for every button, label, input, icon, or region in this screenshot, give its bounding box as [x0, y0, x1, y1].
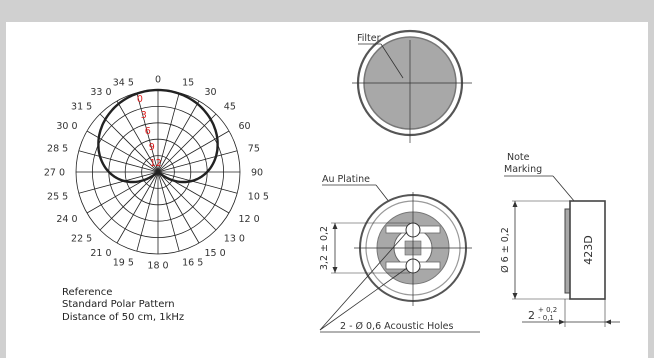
polar-angle-label: 19 5	[113, 257, 134, 268]
polar-angle-label: 18 0	[147, 261, 168, 272]
holes-leader-top	[319, 231, 408, 331]
platine-dim-arrows	[332, 223, 338, 273]
polar-spoke	[136, 92, 159, 173]
platine-view: Au Platine 3,2 ± 0,2 2 - Ø 0,6	[319, 174, 480, 333]
polar-angle-label: 31 5	[71, 102, 92, 113]
polar-angle-label: 30	[205, 87, 217, 98]
polar-db-labels: 0 3 6 9 12	[137, 94, 162, 169]
polar-db-label: 0	[137, 94, 143, 105]
polar-spoke	[78, 150, 159, 173]
polar-angle-label: 75	[248, 143, 260, 154]
frame-left-bar	[0, 22, 6, 358]
polar-angle-label: 13 0	[224, 233, 245, 244]
frame-top-bar	[0, 0, 654, 22]
polar-angle-label: 30 0	[56, 121, 77, 132]
platine-label: Au Platine	[322, 174, 370, 185]
polar-spoke	[157, 171, 217, 231]
polar-angle-label: 0	[155, 75, 161, 86]
polar-db-label: 6	[145, 126, 151, 137]
polar-angle-label: 16 5	[182, 257, 203, 268]
polar-spoke	[157, 171, 180, 252]
polar-spoke	[157, 100, 200, 173]
platine-height-dimension: 3,2 ± 0,2	[319, 226, 330, 270]
polar-spoke	[78, 171, 159, 194]
polar-db-label: 12	[150, 158, 162, 169]
polar-spoke	[157, 150, 238, 173]
polar-spoke	[157, 92, 180, 173]
polar-spoke	[136, 171, 159, 252]
polar-angle-label: 12 0	[239, 214, 260, 225]
polar-spoke	[157, 130, 230, 173]
polar-db-label: 3	[141, 110, 147, 121]
thickness-tolerance-upper: + 0,2	[538, 306, 557, 314]
holes-leader-bottom	[319, 267, 408, 331]
cardioid-pattern-line	[97, 88, 219, 184]
marking-label: Marking	[504, 164, 542, 175]
marking-text: 423D	[582, 235, 595, 264]
polar-spoke	[116, 171, 159, 244]
polar-angle-label: 15 0	[205, 248, 226, 259]
polar-caption-distance: Distance of 50 cm, 1kHz	[62, 312, 184, 323]
polar-spoke	[99, 113, 159, 173]
polar-spoke	[157, 171, 238, 194]
polar-angle-label: 22 5	[71, 233, 92, 244]
side-body	[569, 200, 606, 300]
thickness-dimension: 2	[528, 309, 535, 322]
polar-angle-label: 28 5	[47, 143, 68, 154]
polar-spoke	[116, 100, 159, 173]
filter-label: Filter	[357, 33, 381, 44]
polar-angle-label: 15	[182, 78, 194, 89]
polar-angle-label: 27 0	[44, 168, 65, 179]
polar-db-label: 9	[149, 142, 155, 153]
polar-angle-label: 10 5	[248, 192, 269, 203]
polar-spoke	[157, 113, 217, 173]
acoustic-holes-label: 2 - Ø 0,6 Acoustic Holes	[340, 321, 454, 332]
side-view: Note Marking 423D Ø 6 ± 0,2 2 + 0,2 - 0,…	[500, 152, 620, 327]
polar-angle-label: 24 0	[56, 214, 77, 225]
polar-spoke	[86, 130, 159, 173]
polar-angle-label: 33 0	[90, 87, 111, 98]
polar-angle-label: 45	[224, 102, 236, 113]
polar-caption-reference: Reference	[62, 287, 112, 298]
polar-angle-label: 25 5	[47, 192, 68, 203]
diameter-dimension: Ø 6 ± 0,2	[500, 227, 511, 273]
note-label: Note	[507, 152, 530, 163]
polar-spoke	[99, 171, 159, 231]
filter-view: Filter	[352, 29, 472, 143]
polar-angle-label: 90	[251, 168, 263, 179]
polar-angle-label: 21 0	[90, 248, 111, 259]
polar-spoke	[157, 171, 200, 244]
polar-caption-pattern: Standard Polar Pattern	[62, 299, 175, 310]
thickness-tolerance-lower: - 0,1	[538, 314, 554, 322]
polar-angle-label: 60	[239, 121, 251, 132]
frame-right-bar	[648, 22, 654, 358]
filter-leader-line	[380, 43, 404, 79]
polar-angle-label: 34 5	[113, 78, 134, 89]
